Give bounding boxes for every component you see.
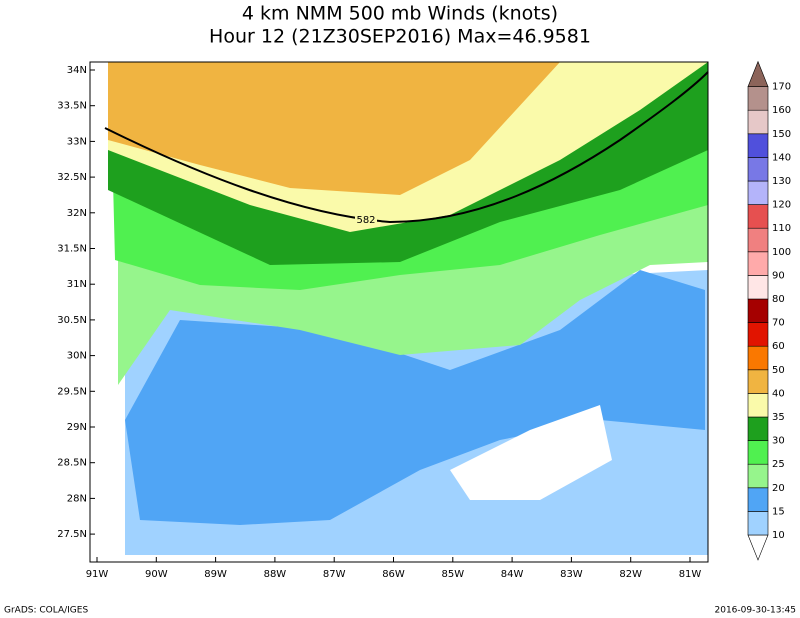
lat-label: 27.5N [57, 529, 87, 540]
colorbar-label: 90 [772, 270, 785, 281]
colorbar-cell [747, 109, 769, 135]
lat-label: 34N [67, 65, 87, 76]
lon-label: 83W [560, 569, 583, 580]
colorbar-cell [747, 133, 769, 158]
contour-label: 582 [356, 215, 375, 226]
band-15 [125, 270, 705, 525]
colorbar-cell [747, 534, 769, 561]
contour-label-bg [355, 213, 377, 227]
colorbar-cell [747, 369, 769, 394]
lon-label: 85W [441, 569, 464, 580]
colorbar-cell [747, 275, 769, 300]
lat-label: 32N [67, 208, 87, 219]
lat-label: 28N [67, 493, 87, 504]
map: 582 [89, 61, 709, 563]
colorbar-label: 20 [772, 483, 785, 494]
colorbar-label: 25 [772, 459, 785, 470]
lat-label: 32.5N [57, 172, 87, 183]
map-frame [89, 61, 709, 563]
lon-label: 88W [264, 569, 287, 580]
lat-label: 33.5N [57, 101, 87, 112]
lon-label: 86W [382, 569, 405, 580]
colorbar-cell [747, 60, 769, 87]
lon-label: 89W [204, 569, 227, 580]
colorbar-label: 30 [772, 436, 785, 447]
colorbar-label: 10 [772, 530, 785, 541]
lat-label: 29.5N [57, 386, 87, 397]
lon-label: 81W [679, 569, 702, 580]
colorbar-cell [747, 416, 769, 441]
colorbar-cell [747, 227, 769, 253]
lat-label: 33N [67, 136, 87, 147]
colorbar-cell [747, 511, 769, 536]
lon-label: 84W [501, 569, 524, 580]
lat-label: 28.5N [57, 458, 87, 469]
height-contour [104, 71, 709, 224]
title-line1: 4 km NMM 500 mb Winds (knots) [242, 3, 558, 25]
colorbar-label: 110 [772, 223, 791, 234]
colorbar-label: 50 [772, 365, 785, 376]
lat-label: 30.5N [57, 315, 87, 326]
lon-label: 91W [86, 569, 109, 580]
colorbar-cell [747, 393, 769, 418]
lon-label: 90W [145, 569, 168, 580]
lon-label: 82W [619, 569, 642, 580]
colorbar-cell [747, 463, 769, 489]
colorbar-cell [747, 345, 769, 371]
colorbar-label: 15 [772, 506, 785, 517]
colorbar-label: 100 [772, 247, 791, 258]
colorbar-label: 130 [772, 176, 791, 187]
colorbar-cell [747, 251, 769, 276]
colorbar-cell [747, 322, 769, 347]
colorbar-label: 40 [772, 388, 785, 399]
colorbar-cell [747, 440, 769, 465]
colorbar-cell [747, 204, 769, 229]
band-white [450, 405, 612, 500]
lat-label: 31.5N [57, 244, 87, 255]
colorbar-cell [747, 180, 769, 205]
title-line2: Hour 12 (21Z30SEP2016) Max=46.9581 [209, 26, 591, 48]
colorbar-cell [747, 157, 769, 182]
colorbar-cell [747, 86, 769, 111]
colorbar-label: 140 [772, 152, 791, 163]
colorbar-label: 70 [772, 318, 785, 329]
colorbar-cell [747, 298, 769, 323]
colorbar-label: 160 [772, 105, 791, 116]
colorbar-label: 120 [772, 200, 791, 211]
lat-label: 29N [67, 422, 87, 433]
colorbar-label: 150 [772, 129, 791, 140]
lon-label: 87W [323, 569, 346, 580]
colorbar-label: 60 [772, 341, 785, 352]
lat-label: 31N [67, 279, 87, 290]
lat-label: 30N [67, 351, 87, 362]
colorbar-cell [747, 487, 769, 512]
colorbar-label: 170 [772, 82, 791, 93]
footer-left: GrADS: COLA/IGES [4, 606, 88, 616]
colorbar-label: 80 [772, 294, 785, 305]
colorbar-label: 35 [772, 412, 785, 423]
footer-right: 2016-09-30-13:45 [715, 606, 797, 616]
band-40 [108, 62, 560, 195]
